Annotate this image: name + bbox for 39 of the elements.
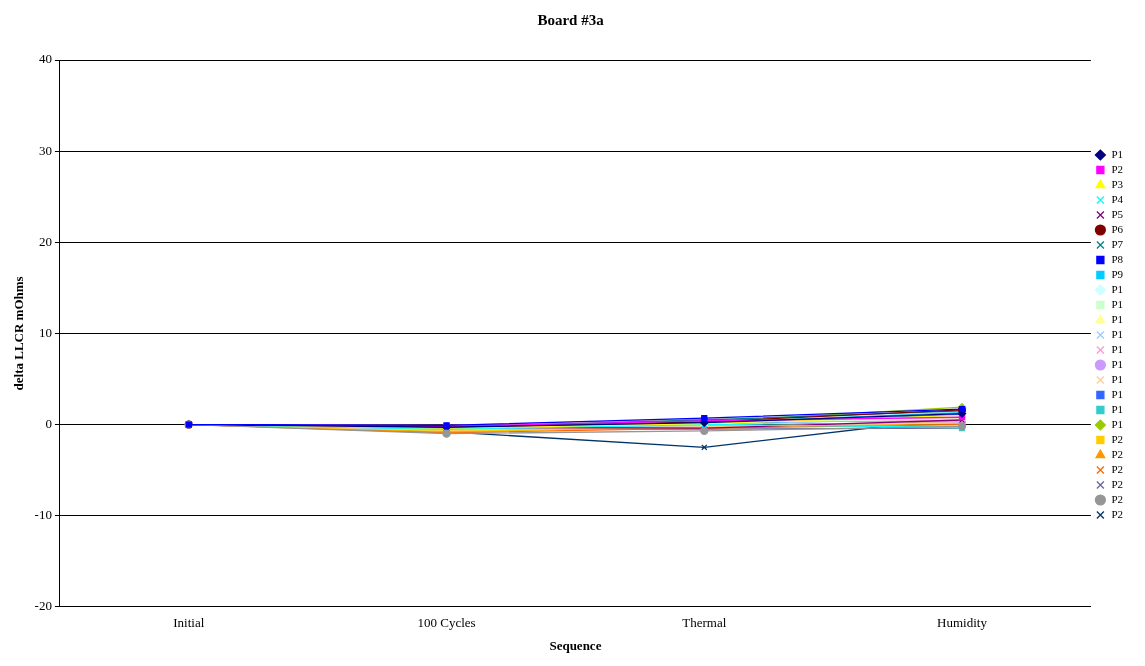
x-tick-label: Initial <box>173 615 205 631</box>
y-axis-title: delta LLCR mOhms <box>11 276 27 391</box>
y-tick-label: -20 <box>34 598 52 614</box>
chart-title: Board #3a <box>537 11 605 28</box>
legend-label: P2 <box>1111 507 1124 520</box>
legend-label: P2 <box>1111 432 1124 445</box>
legend-label: P7 <box>1111 237 1124 250</box>
legend-label: P3 <box>1111 177 1124 190</box>
x-tick-label: 100 Cycles <box>417 615 476 631</box>
legend-label: P1 <box>1111 342 1124 355</box>
legend-label: P2 <box>1111 462 1124 475</box>
legend-label: P1 <box>1111 282 1124 295</box>
y-tick-label: 10 <box>38 324 52 340</box>
legend-label: P1 <box>1111 327 1124 340</box>
legend-label: P1 <box>1111 312 1124 325</box>
legend-label: P5 <box>1111 207 1124 220</box>
legend-label: P1 <box>1111 372 1124 385</box>
legend-label: P6 <box>1111 222 1124 235</box>
y-tick-label: 40 <box>38 51 52 67</box>
legend-label: P2 <box>1111 492 1124 505</box>
legend-label: P2 <box>1111 162 1124 175</box>
y-tick-label: 20 <box>38 233 52 249</box>
legend-label: P1 <box>1111 417 1124 430</box>
legend-label: P1 <box>1111 402 1124 415</box>
legend-label: P8 <box>1111 252 1124 265</box>
legend-label: P2 <box>1111 447 1124 460</box>
legend-label: P1 <box>1111 297 1124 310</box>
y-tick-label: 30 <box>38 142 52 158</box>
legend-label: P4 <box>1111 192 1124 205</box>
y-tick-label: 0 <box>45 415 52 431</box>
x-tick-label: Humidity <box>937 615 988 631</box>
legend-label: P9 <box>1111 267 1124 280</box>
legend-label: P1 <box>1111 147 1124 160</box>
x-tick-label: Thermal <box>682 615 727 631</box>
legend-label: P2 <box>1111 477 1124 490</box>
x-axis-title: Sequence <box>549 637 602 653</box>
legend-label: P1 <box>1111 387 1124 400</box>
y-tick-label: -10 <box>34 507 52 523</box>
legend-label: P1 <box>1111 357 1124 370</box>
